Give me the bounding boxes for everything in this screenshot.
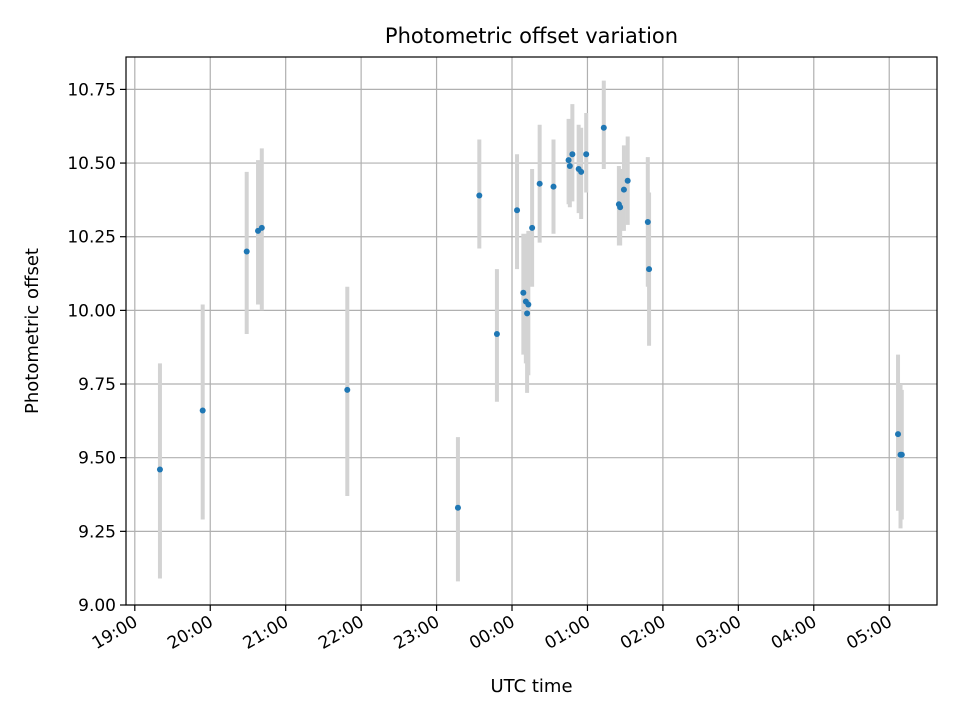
data-point [520,289,527,296]
data-points [156,124,905,511]
data-point [524,310,531,317]
data-point [578,168,585,175]
data-point [344,386,351,393]
plot-frame [125,56,938,606]
data-point [536,180,543,187]
y-axis-label: Photometric offset [22,248,43,414]
data-point [565,157,572,164]
data-point [243,248,250,255]
y-tick-label: 9.75 [78,375,116,395]
y-tick-label: 10.75 [67,80,116,100]
y-tick-label: 9.50 [78,449,116,469]
data-point [525,301,532,308]
data-point [493,330,500,337]
y-tick-label: 10.25 [67,228,116,248]
data-point [646,266,653,273]
data-point [569,151,576,158]
y-tick-label: 9.25 [78,522,116,542]
y-tick-label: 10.00 [67,301,116,321]
data-point [156,466,163,473]
data-point [895,431,902,438]
data-point [583,151,590,158]
y-axis-ticks: 9.00 9.25 9.50 9.75 10.00 10.25 10.50 10.75 [67,80,126,616]
data-point [566,163,573,170]
chart-title: Photometric offset variation [385,24,678,48]
data-point [514,207,521,214]
data-point [199,407,206,414]
data-point [617,204,624,211]
data-point [529,224,536,231]
data-point [624,177,631,184]
data-point [258,224,265,231]
y-tick-label: 10.50 [67,154,116,174]
data-point [620,186,627,193]
data-point [476,192,483,199]
data-point [644,218,651,225]
data-point [550,183,557,190]
data-point [898,451,905,458]
data-point [600,124,607,131]
x-axis-label: UTC time [490,676,572,697]
y-tick-label: 9.00 [78,596,116,616]
data-point [454,504,461,511]
